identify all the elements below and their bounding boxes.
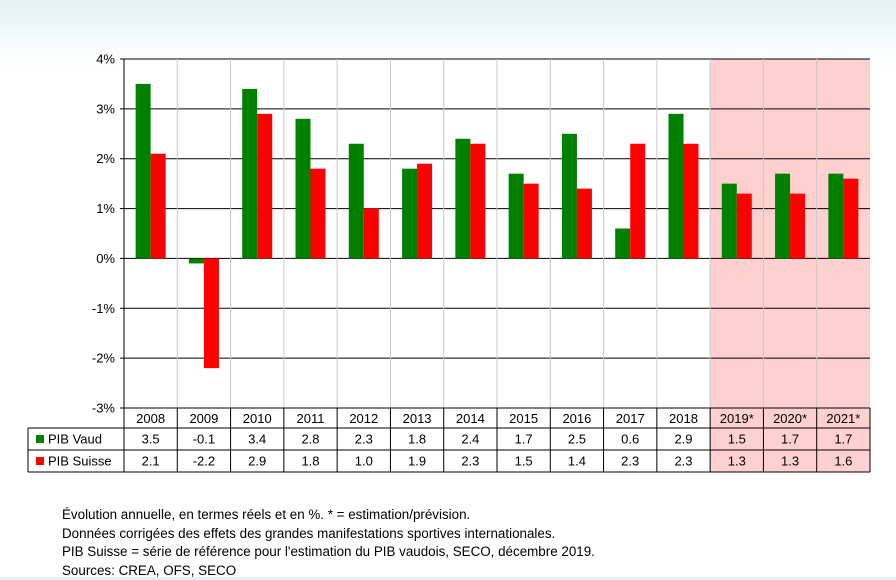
y-tick-label: 1% [96, 201, 115, 216]
category-label: 2019* [720, 411, 754, 426]
bar-pib-vaud-2009 [189, 258, 204, 263]
table-value: 2.3 [355, 432, 373, 447]
bar-pib-suisse-2011 [311, 169, 326, 259]
bar-pib-vaud-2018 [669, 114, 684, 259]
bar-pib-suisse-2013 [417, 164, 432, 259]
category-label: 2020* [773, 411, 807, 426]
legend-key [36, 457, 44, 465]
category-label: 2021* [826, 411, 860, 426]
note-line: Évolution annuelle, en termes réels et e… [62, 506, 595, 525]
bar-pib-suisse-2015 [524, 184, 539, 259]
y-tick-label: -3% [92, 401, 116, 416]
table-value: 2.9 [248, 454, 266, 469]
bar-pib-suisse-2009 [204, 258, 219, 368]
category-label: 2014 [456, 411, 485, 426]
category-label: 2015 [509, 411, 538, 426]
note-line: PIB Suisse = série de référence pour l'e… [62, 543, 595, 562]
y-tick-label: -1% [92, 301, 116, 316]
bar-pib-vaud-2011 [296, 119, 311, 259]
bar-pib-vaud-2013 [402, 169, 417, 259]
table-value: 2.3 [461, 454, 479, 469]
table-value: 2.5 [568, 432, 586, 447]
table-value: 2.8 [301, 432, 319, 447]
table-value: 1.7 [834, 432, 852, 447]
gdp-growth-chart: 4% 3% 2% 1% 0% -1% -2% -3% 2008 2009 2010 2011 2012 2… [0, 0, 896, 500]
chart-notes: Évolution annuelle, en termes réels et e… [62, 506, 595, 580]
table-value: 1.7 [515, 432, 533, 447]
table-value: 1.4 [568, 454, 586, 469]
legend-label: PIB Vaud [48, 432, 102, 447]
category-label: 2008 [136, 411, 165, 426]
bar-pib-suisse-2017 [630, 144, 645, 259]
category-label: 2013 [403, 411, 432, 426]
table-value: 2.9 [674, 432, 692, 447]
table-value: 3.5 [142, 432, 160, 447]
category-label: 2018 [669, 411, 698, 426]
bar-pib-vaud-2010 [242, 89, 257, 259]
bar-pib-suisse-2020 [790, 194, 805, 259]
bar-pib-suisse-2008 [151, 154, 166, 259]
y-tick-label: 0% [96, 251, 115, 266]
bar-pib-suisse-2012 [364, 209, 379, 259]
bar-pib-suisse-2021 [843, 179, 858, 259]
category-label: 2009 [189, 411, 218, 426]
bar-pib-vaud-2021 [828, 174, 843, 259]
bar-pib-vaud-2016 [562, 134, 577, 259]
table-value: 1.9 [408, 454, 426, 469]
y-tick-label: 4% [96, 52, 115, 67]
bar-pib-vaud-2014 [455, 139, 470, 259]
y-tick-label: -2% [92, 351, 116, 366]
table-value: 3.4 [248, 432, 266, 447]
table-value: 1.3 [728, 454, 746, 469]
table-value: 1.5 [728, 432, 746, 447]
note-line: Données corrigées des effets des grandes… [62, 525, 595, 544]
bar-pib-suisse-2018 [684, 144, 699, 259]
table-value: -2.2 [193, 454, 215, 469]
legend-label: PIB Suisse [48, 454, 112, 469]
bar-pib-suisse-2014 [470, 144, 485, 259]
table-value: 1.0 [355, 454, 373, 469]
table-value: 1.6 [834, 454, 852, 469]
table-value: 2.1 [142, 454, 160, 469]
category-label: 2016 [562, 411, 591, 426]
category-label: 2010 [243, 411, 272, 426]
table-value: 1.5 [515, 454, 533, 469]
table-value: 1.8 [408, 432, 426, 447]
category-label: 2011 [297, 411, 325, 426]
note-line: Sources: CREA, OFS, SECO [62, 562, 595, 580]
bar-pib-vaud-2008 [136, 84, 151, 259]
table-value: 1.3 [781, 454, 799, 469]
bar-pib-vaud-2015 [509, 174, 524, 259]
table-value: 1.8 [301, 454, 319, 469]
bar-pib-suisse-2016 [577, 189, 592, 259]
y-tick-label: 2% [96, 151, 115, 166]
bar-pib-vaud-2012 [349, 144, 364, 259]
bar-pib-suisse-2019 [737, 194, 752, 259]
category-label: 2017 [616, 411, 645, 426]
table-value: 2.3 [621, 454, 639, 469]
bar-pib-vaud-2017 [615, 229, 630, 259]
bar-pib-suisse-2010 [257, 114, 272, 259]
table-value: 2.4 [461, 432, 479, 447]
y-tick-label: 3% [96, 101, 115, 116]
bar-pib-vaud-2019 [722, 184, 737, 259]
table-value: 2.3 [674, 454, 692, 469]
category-label: 2012 [349, 411, 378, 426]
bar-pib-vaud-2020 [775, 174, 790, 259]
legend-key [36, 435, 44, 443]
table-value: 1.7 [781, 432, 799, 447]
table-value: 0.6 [621, 432, 639, 447]
table-value: -0.1 [193, 432, 215, 447]
